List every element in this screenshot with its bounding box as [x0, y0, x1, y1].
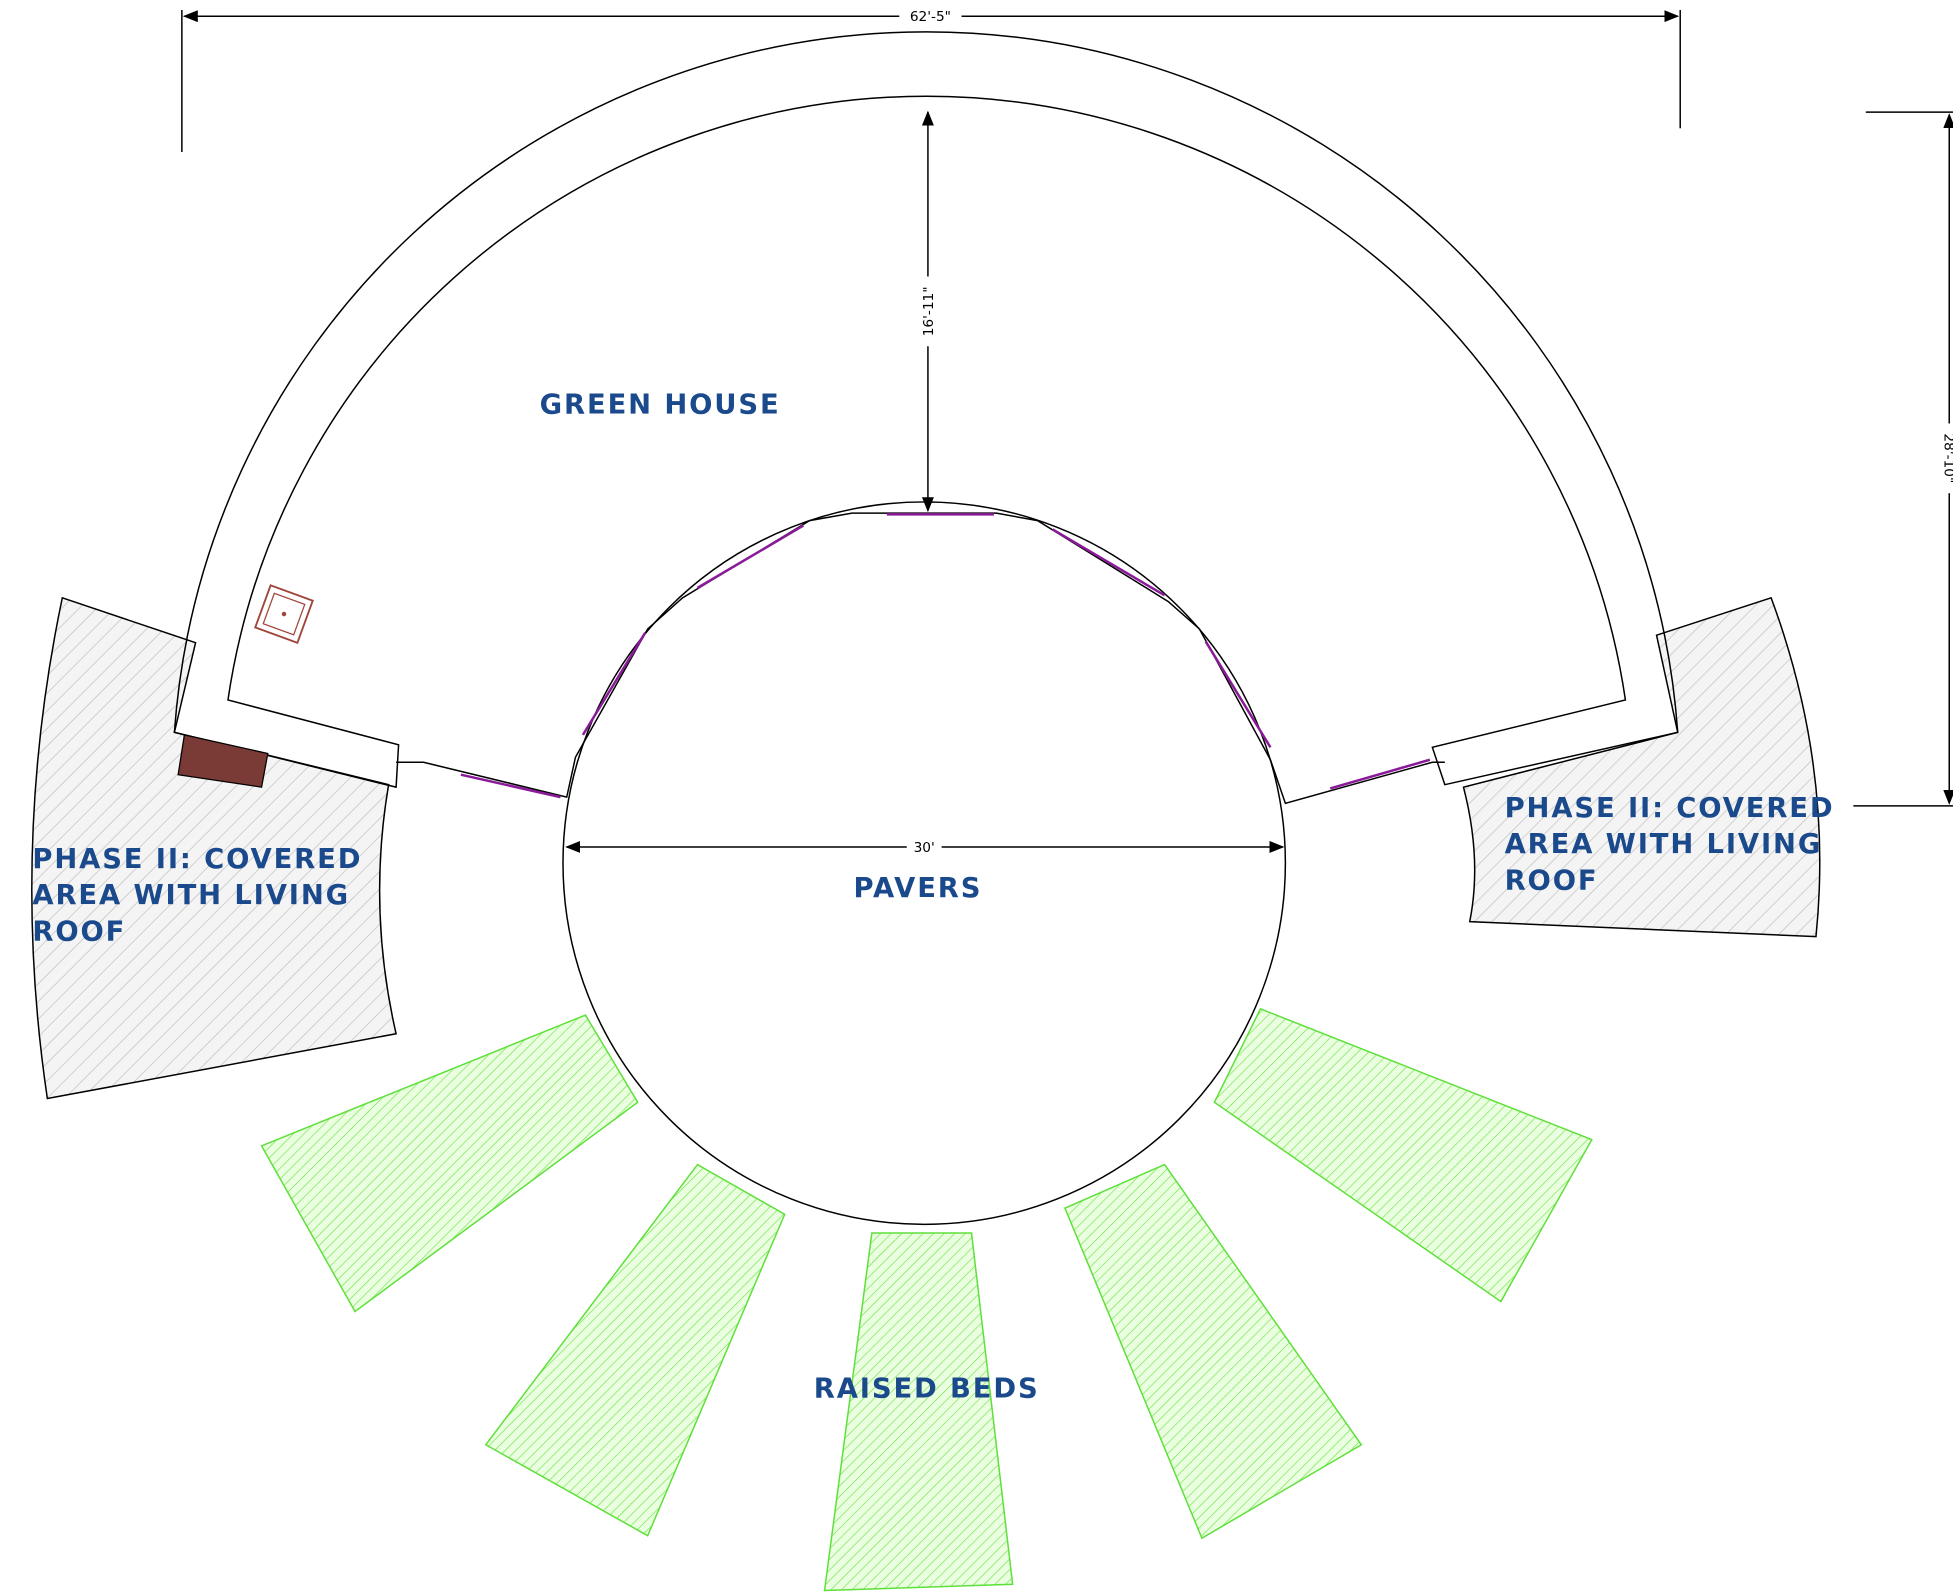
dimension-label: 30'	[914, 840, 935, 856]
raised-bed	[484, 1163, 786, 1537]
dimension-label: 16'-11"	[921, 286, 937, 336]
pavers-circle	[562, 501, 1287, 1226]
label-line: PHASE II: COVERED	[1505, 793, 1835, 824]
greenhouse-outer-wall	[173, 31, 1679, 789]
dimensions: 62'-5" 16'-11" 28'-10" 30'	[181, 6, 1953, 857]
label-line: ROOF	[32, 916, 126, 947]
raised-bed	[823, 1232, 1014, 1592]
dimension-label: 28'-10"	[1940, 433, 1953, 483]
label-line: AREA WITH LIVING	[1505, 829, 1823, 860]
area-label: RAISED BEDS	[814, 1373, 1040, 1404]
label-line: PHASE II: COVERED	[32, 844, 362, 875]
label-line: AREA WITH LIVING	[32, 880, 350, 911]
dimension-label: 62'-5"	[910, 9, 951, 25]
area-label: GREEN HOUSE	[540, 390, 781, 421]
phase-area-left	[31, 596, 397, 1100]
area-label: PAVERS	[854, 873, 983, 904]
raised-beds	[260, 1007, 1593, 1592]
raised-bed	[260, 1014, 639, 1313]
windows	[460, 513, 1431, 799]
raised-bed	[1063, 1163, 1363, 1540]
area-label: PHASE II: COVERED AREA WITH LIVING ROOF	[1505, 793, 1846, 896]
area-label: PHASE II: COVERED AREA WITH LIVING ROOF	[32, 844, 373, 947]
storage-box	[177, 734, 269, 788]
raised-bed	[1213, 1007, 1593, 1303]
label-line: ROOF	[1505, 865, 1599, 896]
sink	[254, 584, 314, 644]
phase-area-right	[1462, 596, 1821, 938]
